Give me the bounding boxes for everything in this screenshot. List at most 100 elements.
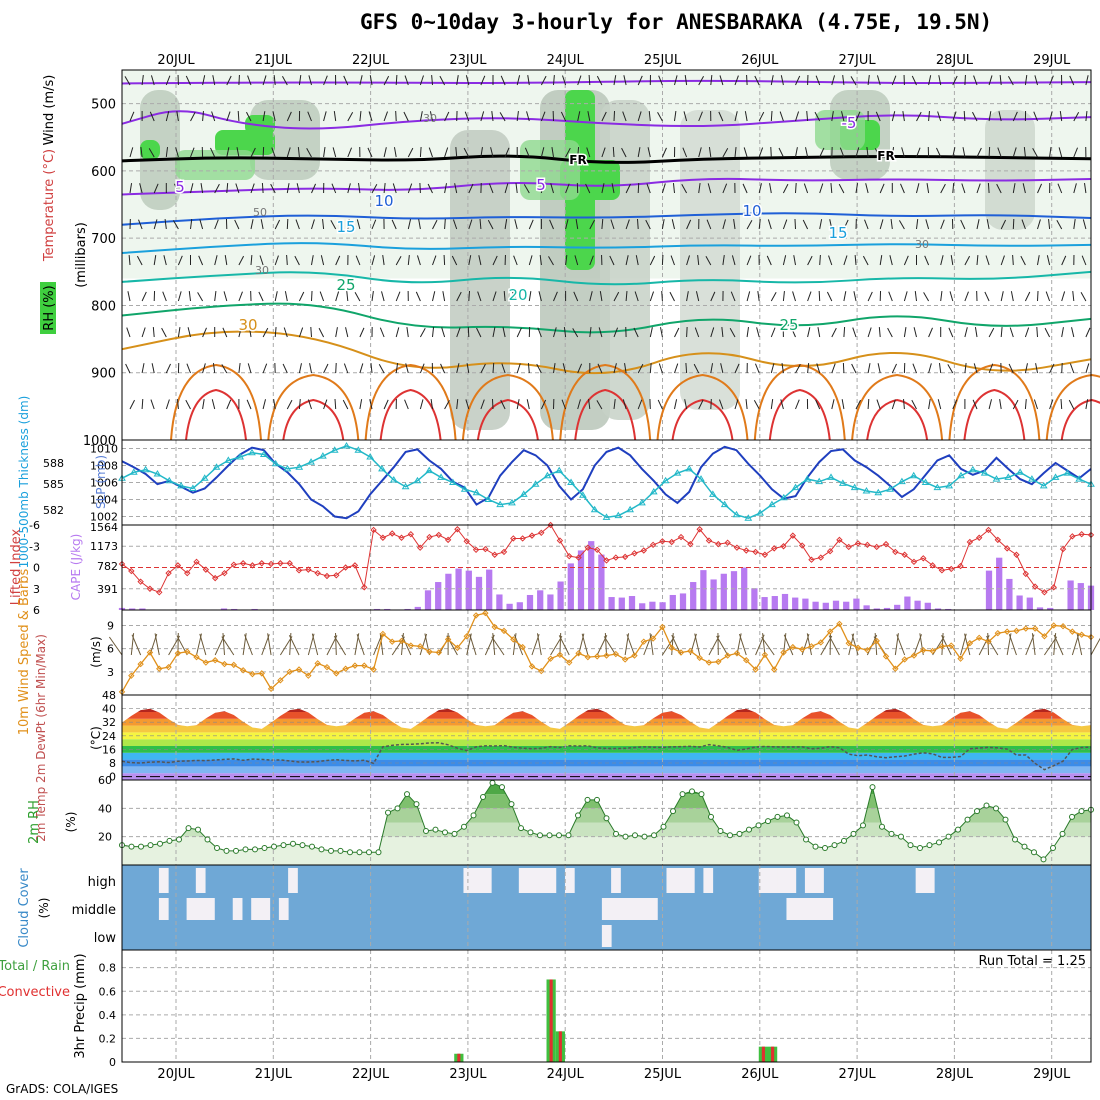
li-point <box>370 526 377 534</box>
li-point <box>808 556 815 563</box>
wind-barb <box>185 399 191 410</box>
wind-barb <box>528 291 532 302</box>
cape-bar <box>1036 607 1044 610</box>
wind-barb <box>463 147 470 158</box>
rh2m-point <box>793 819 800 826</box>
wind-barb <box>952 399 958 410</box>
wind-barb <box>210 147 216 158</box>
rh-high-blob <box>215 130 275 155</box>
wind10m-point <box>556 651 564 659</box>
wind-barb <box>379 327 385 338</box>
wind-barb <box>395 363 399 374</box>
wind-barb <box>577 111 581 122</box>
isotherm-loop-red <box>282 398 345 441</box>
wind-barb <box>359 399 363 410</box>
wind-barb <box>270 183 276 194</box>
temp-band <box>122 698 1091 705</box>
wind-barb <box>172 220 179 230</box>
cape-bar <box>700 570 707 610</box>
slp-point <box>850 483 859 491</box>
wind-barb <box>141 398 144 410</box>
wind-barb <box>782 291 785 302</box>
wind-barb <box>248 327 252 338</box>
wind-barb <box>795 399 800 410</box>
wind10m-point <box>593 653 601 660</box>
wind-barb <box>710 398 712 410</box>
wind-barb <box>415 291 421 302</box>
cloud-cell <box>601 898 612 920</box>
cape-bar <box>455 568 462 610</box>
li-tick: 3 <box>33 583 40 596</box>
wind-barb <box>468 290 470 302</box>
wind-barb <box>999 75 1002 86</box>
wind-barb <box>901 147 905 158</box>
wind-barb <box>177 398 179 410</box>
cape-bar <box>669 594 676 610</box>
isotherm-loop-red <box>1060 398 1100 441</box>
wind-barb <box>674 75 678 86</box>
wind-barb <box>972 111 978 122</box>
li-point <box>435 531 442 539</box>
wind-barb <box>613 399 616 410</box>
wind-barb <box>261 182 264 194</box>
wind-barb <box>598 327 603 338</box>
cape-bar <box>924 602 931 610</box>
wind-barb <box>596 75 603 86</box>
wind-barb <box>754 363 760 374</box>
wind10m-point <box>426 648 433 655</box>
wind-barb <box>710 291 716 302</box>
wind-barb <box>286 254 288 266</box>
rh2m-point <box>736 830 743 837</box>
rh2m-point <box>537 832 543 839</box>
li-point <box>1041 589 1048 596</box>
wind-barb <box>129 399 135 410</box>
wind-barb <box>238 363 241 374</box>
wind-barb <box>1012 147 1017 158</box>
isotherm-loop-red <box>768 388 831 441</box>
wind-barb <box>465 75 470 86</box>
wind-barb <box>202 75 206 86</box>
li-point <box>426 533 433 541</box>
wind-barb <box>802 219 809 230</box>
wind-barb <box>297 147 300 158</box>
wind-barb <box>523 184 530 194</box>
slp-point <box>366 453 375 460</box>
slp-point <box>744 514 753 521</box>
wind-barb <box>952 182 955 194</box>
cloud-cell <box>472 868 483 893</box>
wind-barb <box>516 111 519 122</box>
wind-barb <box>284 291 288 302</box>
cape-bar <box>679 593 687 610</box>
rh2m-point <box>432 826 439 833</box>
slp-point <box>815 477 824 485</box>
wind-barb <box>1085 75 1089 86</box>
wind-barb <box>177 327 181 338</box>
wind-barb <box>1060 398 1063 410</box>
cloud-cell <box>758 868 769 893</box>
wind-barb <box>635 255 639 266</box>
rh2m-point <box>765 818 771 825</box>
wind-barb <box>311 290 313 302</box>
wind-barb <box>612 146 615 158</box>
wind-barb <box>758 147 764 158</box>
wind-barb <box>272 111 276 122</box>
wind-barb <box>758 183 762 194</box>
wind10m-point <box>1041 633 1048 640</box>
wind-barb <box>1035 363 1038 374</box>
slp-tick: 1002 <box>90 511 118 524</box>
cape-bar <box>1026 597 1033 610</box>
wind-barb <box>964 327 968 338</box>
li-point <box>761 551 769 558</box>
wind-barb <box>565 219 569 230</box>
wind-barb <box>1008 363 1014 374</box>
wind-barb <box>964 291 969 302</box>
wind-barb <box>456 327 461 338</box>
wind-barb <box>976 147 982 158</box>
rh2m-point <box>746 826 752 833</box>
li-point <box>882 540 890 548</box>
wind10m-point <box>211 657 219 664</box>
wind10m-barb <box>716 635 729 656</box>
wind-barb <box>141 327 146 338</box>
slp-tick: 1004 <box>90 494 118 507</box>
cloud-cell <box>814 898 824 920</box>
